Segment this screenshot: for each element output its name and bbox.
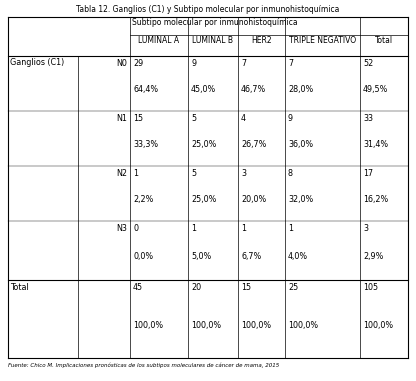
Text: LUMINAL B: LUMINAL B (193, 36, 233, 45)
Text: 105: 105 (363, 283, 378, 292)
Text: N3: N3 (116, 224, 127, 233)
Text: N0: N0 (116, 59, 127, 68)
Text: 17: 17 (363, 169, 373, 178)
Text: LUMINAL A: LUMINAL A (139, 36, 180, 45)
Text: 100,0%: 100,0% (241, 321, 271, 330)
Text: 9: 9 (191, 59, 196, 68)
Text: 6,7%: 6,7% (241, 252, 261, 261)
Text: 20,0%: 20,0% (241, 195, 266, 204)
Text: Subtipo molecular por inmunohistoquímica: Subtipo molecular por inmunohistoquímica (132, 18, 297, 27)
Text: 46,7%: 46,7% (241, 85, 266, 94)
Text: 5: 5 (191, 169, 196, 178)
Text: N2: N2 (116, 169, 127, 178)
Text: Ganglios (C1): Ganglios (C1) (10, 58, 64, 67)
Text: 45: 45 (133, 283, 143, 292)
Text: TRIPLE NEGATIVO: TRIPLE NEGATIVO (289, 36, 356, 45)
Text: 0,0%: 0,0% (133, 252, 153, 261)
Text: 100,0%: 100,0% (363, 321, 393, 330)
Text: 29: 29 (133, 59, 143, 68)
Text: 5,0%: 5,0% (191, 252, 211, 261)
Text: HER2: HER2 (251, 36, 272, 45)
Text: 5: 5 (191, 114, 196, 123)
Text: 1: 1 (133, 169, 138, 178)
Text: 15: 15 (133, 114, 143, 123)
Text: 1: 1 (191, 224, 196, 233)
Text: N1: N1 (116, 114, 127, 123)
Text: 45,0%: 45,0% (191, 85, 216, 94)
Text: 100,0%: 100,0% (133, 321, 163, 330)
Text: 52: 52 (363, 59, 373, 68)
Text: 0: 0 (133, 224, 138, 233)
Text: 15: 15 (241, 283, 251, 292)
Text: 36,0%: 36,0% (288, 140, 313, 149)
Text: 100,0%: 100,0% (288, 321, 318, 330)
Text: 31,4%: 31,4% (363, 140, 388, 149)
Text: Tabla 12. Ganglios (C1) y Subtipo molecular por inmunohistoquímica: Tabla 12. Ganglios (C1) y Subtipo molecu… (76, 5, 340, 14)
Text: 3: 3 (363, 224, 368, 233)
Text: 3: 3 (241, 169, 246, 178)
Text: 4: 4 (241, 114, 246, 123)
Text: 4,0%: 4,0% (288, 252, 308, 261)
Text: 2,2%: 2,2% (133, 195, 154, 204)
Text: 20: 20 (191, 283, 201, 292)
Text: 1: 1 (241, 224, 246, 233)
Text: 100,0%: 100,0% (191, 321, 221, 330)
Text: 25: 25 (288, 283, 298, 292)
Text: 7: 7 (288, 59, 293, 68)
Text: 1: 1 (288, 224, 293, 233)
Text: 33: 33 (363, 114, 373, 123)
Text: 7: 7 (241, 59, 246, 68)
Text: 28,0%: 28,0% (288, 85, 313, 94)
Text: 64,4%: 64,4% (133, 85, 158, 94)
Text: 25,0%: 25,0% (191, 140, 216, 149)
Text: 9: 9 (288, 114, 293, 123)
Text: 8: 8 (288, 169, 293, 178)
Text: 25,0%: 25,0% (191, 195, 216, 204)
Text: Total: Total (10, 283, 29, 292)
Text: 32,0%: 32,0% (288, 195, 313, 204)
Text: 2,9%: 2,9% (363, 252, 384, 261)
Text: Total: Total (375, 36, 393, 45)
Text: 16,2%: 16,2% (363, 195, 388, 204)
Text: Fuente: Chico M. Implicaciones pronósticas de los subtipos moleculares de cáncer: Fuente: Chico M. Implicaciones pronóstic… (8, 363, 279, 368)
Text: 26,7%: 26,7% (241, 140, 266, 149)
Text: 33,3%: 33,3% (133, 140, 158, 149)
Text: 49,5%: 49,5% (363, 85, 389, 94)
